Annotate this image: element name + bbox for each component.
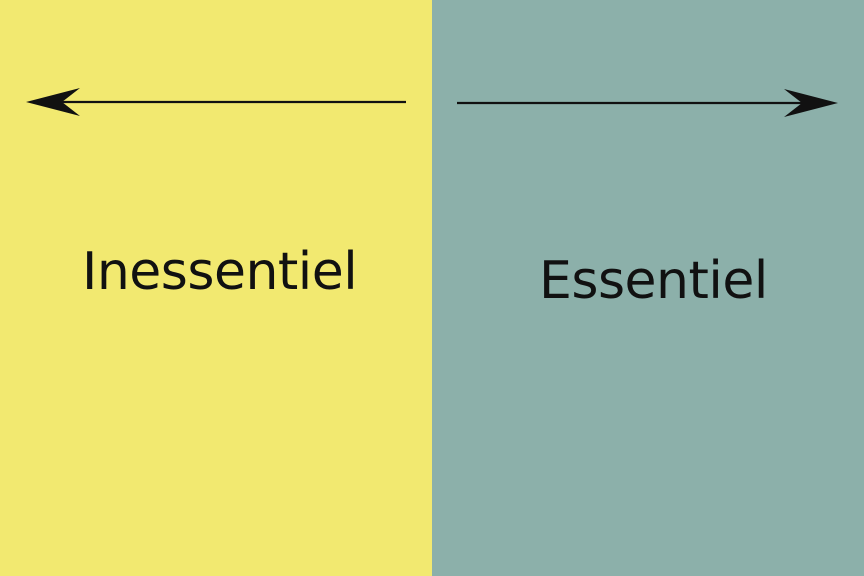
- essential-label: Essentiel: [539, 251, 768, 311]
- inessential-label: Inessentiel: [82, 242, 358, 302]
